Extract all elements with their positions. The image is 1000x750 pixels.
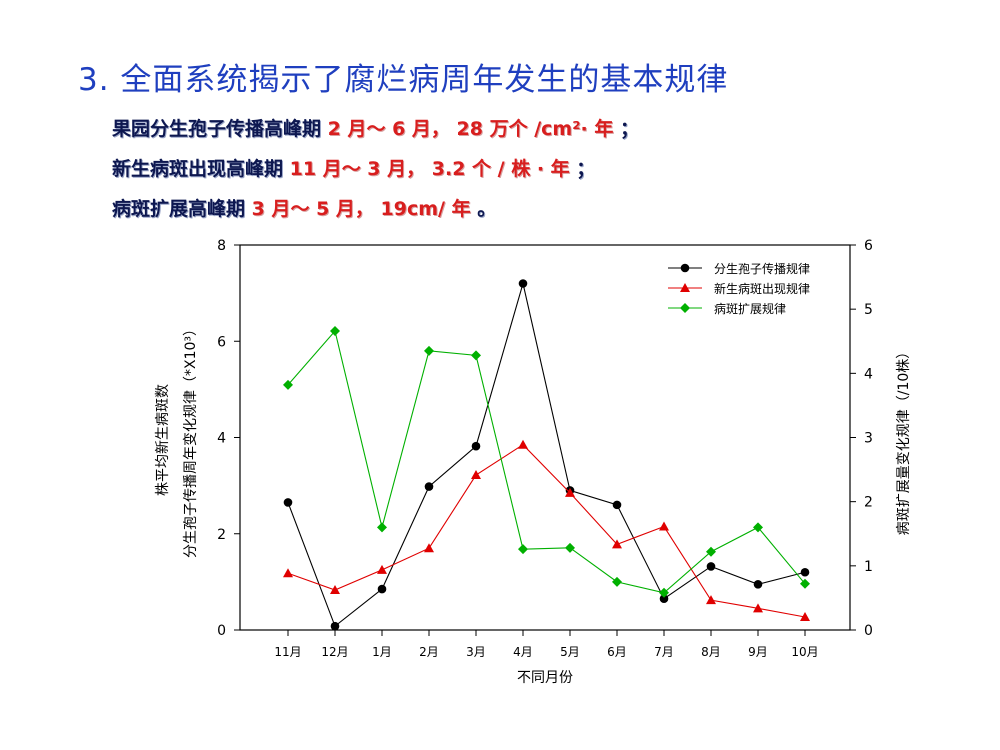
data-point	[518, 544, 528, 555]
legend-label: 新生病斑出现规律	[714, 281, 810, 296]
x-axis-label: 不同月份	[517, 670, 573, 686]
x-tick-label: 10月	[791, 645, 818, 659]
data-point	[283, 379, 293, 390]
data-point	[377, 564, 387, 574]
y-right-axis-label: 病斑扩展量变化规律（/10株）	[896, 345, 912, 536]
x-tick-label: 9月	[748, 645, 768, 659]
finding-label: 病斑扩展高峰期	[112, 198, 246, 220]
data-point	[753, 522, 763, 533]
data-point	[612, 576, 622, 587]
legend-label: 病斑扩展规律	[714, 301, 786, 316]
data-point	[330, 325, 340, 336]
data-point	[471, 350, 481, 361]
data-point	[706, 595, 716, 605]
data-point	[680, 283, 690, 292]
data-point	[612, 500, 622, 510]
data-point	[612, 539, 622, 549]
data-point	[424, 543, 434, 553]
data-point	[706, 562, 716, 571]
data-point	[424, 482, 434, 491]
y-left-tick-label: 4	[217, 431, 226, 447]
data-point	[330, 585, 340, 595]
data-point	[753, 603, 763, 613]
series-line-3	[287, 329, 806, 594]
data-point	[424, 345, 434, 356]
data-point	[800, 578, 810, 589]
data-point	[518, 439, 528, 449]
x-tick-label: 1月	[372, 645, 392, 659]
series-line-1	[287, 283, 806, 628]
y-right-tick-label: 2	[864, 495, 873, 511]
y-left-tick-label: 2	[217, 527, 226, 543]
finding-value: 2 月～ 6 月， 28 万个 /cm²· 年	[327, 118, 614, 140]
slide-title: 3. 全面系统揭示了腐烂病周年发生的基本规律	[78, 62, 729, 98]
legend-label: 分生孢子传播规律	[714, 261, 810, 276]
data-point	[471, 470, 481, 480]
y-left-tick-label: 8	[217, 238, 226, 254]
key-findings: 果园分生孢子传播高峰期 2 月～ 6 月， 28 万个 /cm²· 年 ； 新生…	[112, 114, 639, 234]
y-left-tick-label: 0	[217, 623, 226, 639]
data-point	[753, 579, 763, 589]
data-point	[706, 546, 716, 557]
data-point	[680, 263, 690, 273]
data-point	[565, 487, 575, 497]
x-tick-label: 8月	[701, 645, 721, 659]
finding-end: ；	[620, 118, 640, 140]
data-point	[283, 568, 293, 578]
x-tick-label: 5月	[560, 645, 580, 659]
data-point	[283, 498, 293, 507]
y-right-tick-label: 5	[864, 302, 873, 318]
data-point	[659, 521, 669, 531]
x-tick-label: 7月	[654, 645, 674, 659]
data-point	[565, 542, 575, 553]
finding-lesion-expansion-peak: 病斑扩展高峰期 3 月～ 5 月， 19cm/ 年 。	[112, 194, 639, 234]
y-right-tick-label: 1	[864, 559, 873, 575]
x-tick-label: 2月	[419, 645, 439, 659]
series-line-2	[287, 444, 806, 618]
finding-spore-peak: 果园分生孢子传播高峰期 2 月～ 6 月， 28 万个 /cm²· 年 ；	[112, 114, 639, 154]
data-point	[330, 621, 340, 631]
data-point	[659, 594, 669, 604]
x-tick-label: 6月	[607, 645, 627, 659]
y-left-tick-label: 6	[217, 334, 226, 350]
data-point	[800, 567, 810, 577]
data-point	[377, 584, 387, 594]
finding-new-lesion-peak: 新生病斑出现高峰期 11 月～ 3 月， 3.2 个 / 株 · 年 ；	[112, 154, 639, 194]
finding-label: 果园分生孢子传播高峰期	[112, 118, 322, 140]
data-point	[377, 522, 387, 533]
y-left-axis-label: 株平均新生病斑数	[155, 384, 171, 496]
y-right-tick-label: 0	[864, 623, 873, 639]
finding-label: 新生病斑出现高峰期	[112, 158, 284, 180]
data-point	[518, 279, 528, 288]
data-point	[680, 303, 690, 313]
y-right-tick-label: 4	[864, 366, 873, 382]
finding-value: 11 月～ 3 月， 3.2 个 / 株 · 年	[289, 158, 570, 180]
y-right-tick-label: 3	[864, 431, 873, 447]
x-tick-label: 11月	[274, 645, 301, 659]
x-tick-label: 12月	[321, 645, 348, 659]
data-point	[471, 441, 481, 451]
data-point	[800, 612, 810, 622]
finding-value: 3 月～ 5 月， 19cm/ 年	[251, 198, 471, 220]
x-tick-label: 3月	[466, 645, 486, 659]
finding-end: 。	[477, 198, 497, 220]
data-point	[659, 587, 669, 598]
y-right-tick-label: 6	[864, 238, 873, 254]
y-left-axis-label: 分生孢子传播周年变化规律（*X10³）	[183, 322, 199, 558]
finding-end: ；	[576, 158, 596, 180]
x-tick-label: 4月	[513, 645, 533, 659]
